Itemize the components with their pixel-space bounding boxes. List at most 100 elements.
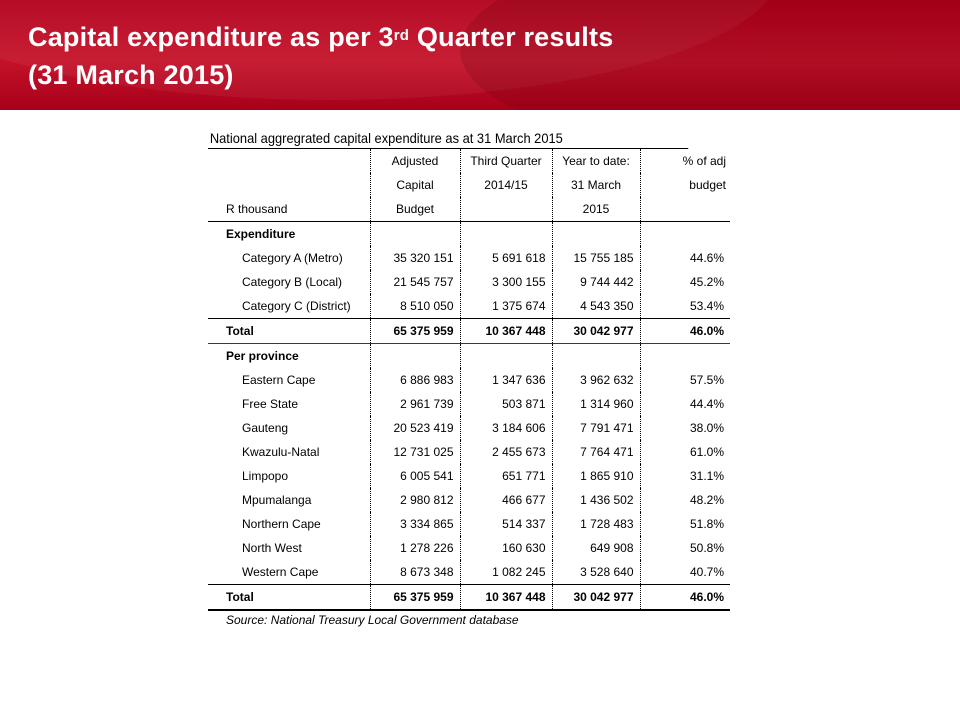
slide-title: Capital expenditure as per 3rd Quarter r… <box>28 18 613 94</box>
cell-q3: 503 871 <box>459 392 552 416</box>
cell-pct: 38.0% <box>639 416 730 440</box>
cell-budget: 1 278 226 <box>369 536 460 560</box>
cell-pct: 61.0% <box>639 440 730 464</box>
section-label: Per province <box>226 349 299 363</box>
empty-cell <box>369 343 460 368</box>
unit-label: R thousand <box>208 197 370 222</box>
section-expenditure: Expenditure <box>208 221 730 246</box>
row-label: Category C (District) <box>208 294 370 319</box>
header-budget: Budget <box>369 197 460 222</box>
header-ytd: 31 March <box>551 173 640 197</box>
header-budget: Adjusted <box>369 149 460 173</box>
cell-budget: 65 375 959 <box>369 584 460 611</box>
table-row: Kwazulu-Natal 12 731 025 2 455 673 7 764 47… <box>208 440 730 464</box>
table-row: Limpopo 6 005 541 651 771 1 865 910 31.1% <box>208 464 730 488</box>
table-row: Eastern Cape 6 886 983 1 347 636 3 962 632 5… <box>208 368 730 392</box>
cell-pct: 48.2% <box>639 488 730 512</box>
cell-budget: 8 510 050 <box>369 294 460 319</box>
row-label: Free State <box>242 397 299 411</box>
total-row-expenditure: Total 65 375 959 10 367 448 30 042 977 46.0% <box>208 318 730 344</box>
cell-budget: 12 731 025 <box>369 440 460 464</box>
row-label: Eastern Cape <box>242 373 316 387</box>
cell-ytd: 1 865 910 <box>551 464 640 488</box>
row-label: Limpopo <box>242 469 289 483</box>
cell-pct: 51.8% <box>639 512 730 536</box>
cell-ytd: 1 728 483 <box>551 512 640 536</box>
title-text-end: Quarter results <box>409 22 614 52</box>
table-row: Mpumalanga 2 980 812 466 677 1 436 502 48.2% <box>208 488 730 512</box>
banner-swoosh-dark <box>460 0 960 110</box>
cell-budget: 6 886 983 <box>369 368 460 392</box>
cell-ytd: 649 908 <box>551 536 640 560</box>
title-superscript: rd <box>393 27 410 44</box>
cell-q3: 10 367 448 <box>459 318 552 344</box>
header-pct: % of adj <box>639 149 730 173</box>
cell-ytd: 30 042 977 <box>551 584 640 611</box>
empty-cell <box>639 343 730 368</box>
cell-budget: 6 005 541 <box>369 464 460 488</box>
cell-q3: 5 691 618 <box>459 246 552 270</box>
empty-cell <box>551 221 640 246</box>
cell-pct: 44.6% <box>639 246 730 270</box>
cell-pct: 45.2% <box>639 270 730 294</box>
row-label: Total <box>208 584 370 611</box>
cell-ytd: 7 791 471 <box>551 416 640 440</box>
cell-q3: 160 630 <box>459 536 552 560</box>
table-row: Category A (Metro) 35 320 151 5 691 618 15 … <box>208 246 730 270</box>
title-date: (31 March 2015) <box>28 60 234 90</box>
cell-ytd: 4 543 350 <box>551 294 640 319</box>
table-row: North West 1 278 226 160 630 649 908 50.8% <box>208 536 730 560</box>
cell-q3: 514 337 <box>459 512 552 536</box>
cell-budget: 3 334 865 <box>369 512 460 536</box>
table-row: Category B (Local) 21 545 757 3 300 155 9 7… <box>208 270 730 294</box>
cell-pct: 44.4% <box>639 392 730 416</box>
header-q3: Third Quarter <box>459 149 552 173</box>
empty-cell <box>551 343 640 368</box>
cell-ytd: 30 042 977 <box>551 318 640 344</box>
cell-q3: 1 347 636 <box>459 368 552 392</box>
header-pct <box>639 197 730 222</box>
row-label: Category A (Metro) <box>242 251 343 265</box>
header-ytd: Year to date: <box>551 149 640 173</box>
table-row: Northern Cape 3 334 865 514 337 1 728 483 51… <box>208 512 730 536</box>
row-label: Total <box>208 318 370 344</box>
empty-cell <box>459 343 552 368</box>
cell-pct: 46.0% <box>639 584 730 611</box>
table-row: Western Cape 8 673 348 1 082 245 3 528 640 4… <box>208 560 730 585</box>
title-text: Capital expenditure as per 3 <box>28 22 394 52</box>
cell-budget: 8 673 348 <box>369 560 460 585</box>
expenditure-table: National aggregrated capital expenditure… <box>208 128 730 631</box>
title-banner: Capital expenditure as per 3rd Quarter r… <box>0 0 960 110</box>
header-row-2: Capital 2014/15 31 March budget <box>208 173 730 197</box>
table-row: Free State 2 961 739 503 871 1 314 960 44.4% <box>208 392 730 416</box>
header-row-1: Adjusted Third Quarter Year to date: % o… <box>208 149 730 173</box>
cell-q3: 651 771 <box>459 464 552 488</box>
cell-pct: 53.4% <box>639 294 730 319</box>
cell-budget: 2 980 812 <box>369 488 460 512</box>
section-province: Per province <box>208 343 730 368</box>
header-budget: Capital <box>369 173 460 197</box>
header-pct: budget <box>639 173 730 197</box>
cell-budget: 2 961 739 <box>369 392 460 416</box>
cell-budget: 35 320 151 <box>369 246 460 270</box>
cell-ytd: 9 744 442 <box>551 270 640 294</box>
header-row-3: R thousand Budget 2015 <box>208 197 730 222</box>
row-label: Category B (Local) <box>242 275 343 289</box>
empty-cell <box>639 221 730 246</box>
cell-q3: 1 082 245 <box>459 560 552 585</box>
cell-ytd: 15 755 185 <box>551 246 640 270</box>
row-label: Western Cape <box>208 560 370 585</box>
cell-pct: 40.7% <box>639 560 730 585</box>
row-label: Northern Cape <box>242 517 321 531</box>
row-label: North West <box>242 541 302 555</box>
row-label: Gauteng <box>242 421 289 435</box>
header-q3: 2014/15 <box>459 173 552 197</box>
cell-q3: 466 677 <box>459 488 552 512</box>
header-ytd: 2015 <box>551 197 640 222</box>
total-row-province: Total 65 375 959 10 367 448 30 042 977 46.0% <box>208 584 730 611</box>
cell-q3: 3 300 155 <box>459 270 552 294</box>
cell-q3: 3 184 606 <box>459 416 552 440</box>
table-caption: National aggregrated capital expenditure… <box>208 128 689 149</box>
cell-pct: 50.8% <box>639 536 730 560</box>
data-table: Adjusted Third Quarter Year to date: % o… <box>208 149 730 611</box>
